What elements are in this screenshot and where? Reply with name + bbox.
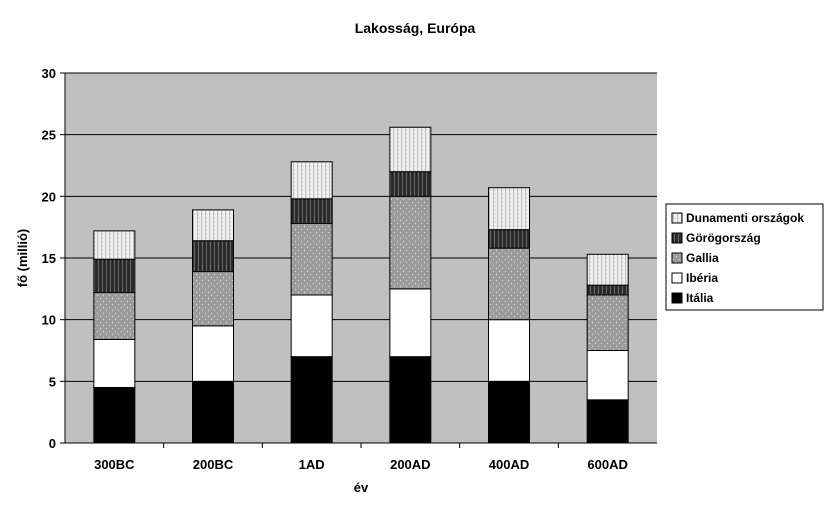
bar-segment bbox=[93, 292, 136, 340]
bar-segment bbox=[586, 350, 629, 401]
bar-segment bbox=[586, 399, 629, 444]
bar-segment bbox=[586, 253, 629, 286]
x-tick-label: 300BC bbox=[94, 457, 135, 472]
bar-segment bbox=[389, 195, 432, 290]
gridlines bbox=[65, 72, 657, 382]
legend-label: Dunamenti országok bbox=[686, 211, 804, 225]
legend-swatch bbox=[671, 272, 683, 284]
bar-segment bbox=[93, 338, 136, 388]
y-tick-label: 30 bbox=[42, 66, 56, 81]
legend-label: Ibéria bbox=[686, 271, 718, 285]
bar-segment bbox=[93, 387, 136, 444]
y-tick-label: 25 bbox=[42, 128, 56, 143]
y-tick-label: 5 bbox=[49, 374, 56, 389]
bar-segment bbox=[488, 247, 530, 321]
bar-segment bbox=[488, 187, 530, 231]
legend-label: Görögország bbox=[686, 231, 761, 245]
x-tick-label: 200BC bbox=[193, 457, 234, 472]
bar-segment bbox=[488, 380, 530, 444]
bar-segment bbox=[93, 230, 136, 260]
bar-segment bbox=[192, 240, 234, 273]
legend-swatch bbox=[671, 292, 683, 304]
x-axis-ticks: 300BC 200BC 1AD 200AD 400AD 600AD bbox=[94, 443, 628, 472]
bar-segment bbox=[389, 356, 432, 444]
bar-segment bbox=[192, 271, 234, 327]
y-axis-label: fő (millió) bbox=[15, 229, 30, 288]
x-tick-label: 600AD bbox=[587, 457, 627, 472]
legend: Dunamenti országok Görögország Gallia Ibéri… bbox=[665, 203, 824, 311]
x-axis-label: év bbox=[354, 480, 369, 495]
bar-segment bbox=[290, 222, 333, 296]
bar-segment bbox=[192, 325, 234, 382]
legend-box bbox=[665, 203, 824, 311]
y-tick-label: 20 bbox=[42, 189, 56, 204]
y-tick-label: 0 bbox=[49, 436, 56, 451]
bar-segment bbox=[192, 380, 234, 444]
bar-segment bbox=[488, 319, 530, 382]
x-tick-label: 1AD bbox=[299, 457, 325, 472]
legend-swatch bbox=[671, 212, 683, 224]
bar-segment bbox=[93, 258, 136, 294]
bar-segment bbox=[488, 229, 530, 249]
legend-label: Itália bbox=[686, 291, 714, 305]
chart-title: Lakosság, Európa bbox=[355, 20, 476, 36]
bar-segment bbox=[290, 294, 333, 358]
legend-swatch bbox=[671, 252, 683, 264]
bar-segment bbox=[389, 126, 432, 173]
legend-label: Gallia bbox=[686, 251, 719, 265]
y-tick-label: 10 bbox=[42, 313, 56, 328]
y-axis-ticks: 0 5 10 15 20 25 30 bbox=[42, 66, 65, 451]
legend-swatch bbox=[671, 232, 683, 244]
bar-segment bbox=[389, 171, 432, 197]
bar-segment bbox=[586, 294, 629, 351]
bar-segment bbox=[389, 288, 432, 358]
bar-segment bbox=[192, 209, 234, 242]
x-tick-label: 200AD bbox=[390, 457, 430, 472]
bar-segment bbox=[290, 356, 333, 444]
bars bbox=[93, 126, 629, 444]
bar-segment bbox=[586, 284, 629, 296]
bar-segment bbox=[290, 198, 333, 224]
bar-segment bbox=[290, 161, 333, 200]
x-tick-label: 400AD bbox=[489, 457, 529, 472]
y-tick-label: 15 bbox=[42, 251, 56, 266]
